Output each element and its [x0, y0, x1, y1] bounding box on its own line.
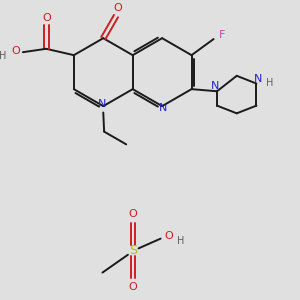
Text: O: O: [129, 209, 137, 219]
Text: O: O: [165, 232, 173, 242]
Text: N: N: [98, 99, 106, 109]
Text: O: O: [11, 46, 20, 56]
Text: N: N: [254, 74, 263, 84]
Text: S: S: [129, 244, 137, 257]
Text: N: N: [159, 103, 167, 113]
Text: H: H: [266, 78, 274, 88]
Text: F: F: [219, 30, 225, 40]
Text: O: O: [114, 3, 122, 13]
Text: O: O: [129, 282, 137, 292]
Text: N: N: [211, 81, 220, 91]
Text: H: H: [177, 236, 185, 246]
Text: H: H: [0, 51, 7, 61]
Text: O: O: [42, 13, 51, 23]
